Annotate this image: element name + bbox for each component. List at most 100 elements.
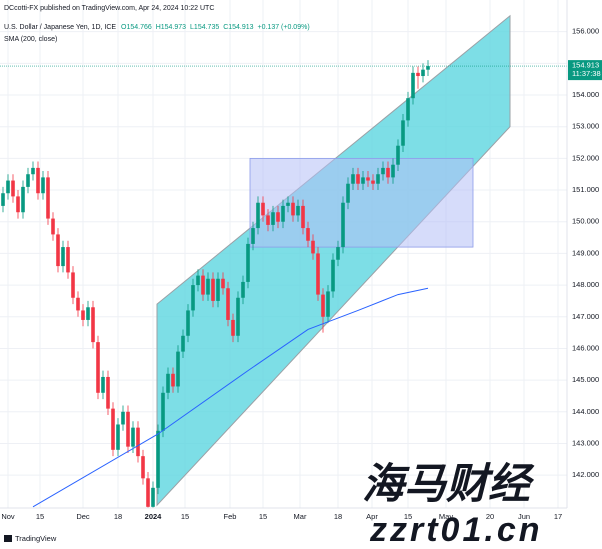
watermark: 海马财经 bbox=[362, 460, 535, 507]
y-tick-label: 148.000 bbox=[572, 280, 599, 289]
candle-body bbox=[1, 193, 5, 206]
x-tick-label: Nov bbox=[1, 512, 15, 521]
candle-body bbox=[306, 228, 310, 241]
candle-body bbox=[116, 424, 120, 450]
candle-body bbox=[131, 427, 135, 447]
candle-body bbox=[111, 408, 115, 450]
candle-body bbox=[61, 247, 65, 267]
candle-body bbox=[211, 278, 215, 301]
y-tick-label: 149.000 bbox=[572, 248, 599, 257]
axes: 142.000 143.000 144.000 145.000 146.000 147.0… bbox=[1, 27, 602, 521]
candle-body bbox=[256, 202, 260, 229]
candle-body bbox=[106, 376, 110, 409]
ohlc-low: L154.735 bbox=[190, 24, 219, 31]
candle-body bbox=[341, 202, 345, 248]
candle-body bbox=[251, 228, 255, 244]
candle-body bbox=[276, 212, 280, 222]
watermark: zzrt01.cn bbox=[369, 511, 543, 549]
candle-body bbox=[41, 177, 45, 194]
candle-body bbox=[71, 272, 75, 298]
ohlc-high: H154.973 bbox=[156, 24, 186, 31]
x-tick-label: 15 bbox=[259, 512, 267, 521]
candle-body bbox=[376, 174, 380, 184]
candle-body bbox=[281, 205, 285, 222]
candle-body bbox=[91, 307, 95, 343]
candle-body bbox=[236, 297, 240, 336]
x-tick-label: Jun bbox=[518, 512, 530, 521]
candle-body bbox=[356, 174, 360, 184]
candle-body bbox=[101, 376, 105, 393]
x-tick-label: Feb bbox=[224, 512, 237, 521]
x-tick-label: 18 bbox=[334, 512, 342, 521]
ohlc-close: C154.913 bbox=[223, 24, 253, 31]
logo bbox=[4, 535, 12, 542]
candle-body bbox=[206, 278, 210, 295]
candle-body bbox=[81, 310, 85, 320]
candle-body bbox=[311, 240, 315, 254]
price-axis-bg bbox=[567, 0, 602, 549]
candle-body bbox=[191, 285, 195, 311]
symbol-line: U.S. Dollar / Japanese Yen, 1D, ICE O154… bbox=[4, 24, 310, 31]
candle-body bbox=[56, 234, 60, 267]
y-tick-label: 151.000 bbox=[572, 185, 599, 194]
candle-body bbox=[366, 177, 370, 181]
x-tick-label: 15 bbox=[181, 512, 189, 521]
candle-body bbox=[391, 164, 395, 178]
candle-body bbox=[396, 145, 400, 165]
y-tick-label: 146.000 bbox=[572, 343, 599, 352]
candle-body bbox=[426, 66, 430, 70]
candle-body bbox=[156, 430, 160, 488]
candle-body bbox=[31, 167, 35, 175]
x-tick-label: Dec bbox=[76, 512, 90, 521]
x-tick-label: 2024 bbox=[145, 512, 163, 521]
candle-body bbox=[386, 167, 390, 178]
x-tick-label: 15 bbox=[404, 512, 412, 521]
candle-body bbox=[336, 247, 340, 260]
countdown: 11:37:38 bbox=[572, 69, 601, 78]
time-axis-bg bbox=[0, 508, 567, 549]
ohlc-change: +0.137 (+0.09%) bbox=[258, 24, 310, 31]
candle-body bbox=[151, 487, 155, 507]
candle-body bbox=[96, 342, 100, 393]
candle-body bbox=[11, 180, 15, 197]
candle-body bbox=[226, 288, 230, 320]
candle-body bbox=[231, 319, 235, 336]
x-tick-label: Mar bbox=[294, 512, 307, 521]
candle-body bbox=[411, 72, 415, 99]
candle-body bbox=[51, 218, 55, 235]
candle-body bbox=[241, 281, 245, 298]
candle-body bbox=[46, 177, 50, 219]
candle-body bbox=[296, 205, 300, 216]
candle-body bbox=[141, 456, 145, 479]
candle-body bbox=[271, 212, 275, 225]
candle-body bbox=[351, 174, 355, 184]
range-box bbox=[249, 157, 474, 248]
candle-body bbox=[176, 351, 180, 387]
x-tick-label: 20 bbox=[486, 512, 494, 521]
x-tick-label: 15 bbox=[36, 512, 44, 521]
last-price-label: 154.913 bbox=[572, 61, 599, 70]
y-tick-label: 145.000 bbox=[572, 375, 599, 384]
plot bbox=[0, 60, 567, 514]
last-price-tag bbox=[568, 60, 602, 81]
y-tick-label: 142.000 bbox=[572, 470, 599, 479]
candle-body bbox=[36, 167, 40, 194]
symbol: U.S. Dollar / Japanese Yen, 1D, ICE bbox=[4, 24, 116, 31]
sma-line bbox=[32, 287, 429, 508]
y-tick-label: 152.000 bbox=[572, 153, 599, 162]
y-tick-label: 150.000 bbox=[572, 217, 599, 226]
y-tick-label: 144.000 bbox=[572, 407, 599, 416]
y-tick-label: 154.000 bbox=[572, 90, 599, 99]
x-tick-label: 18 bbox=[114, 512, 122, 521]
candle-body bbox=[316, 253, 320, 295]
candle-body bbox=[221, 278, 225, 289]
candle-body bbox=[166, 373, 170, 393]
candle-body bbox=[146, 478, 150, 507]
candle-body bbox=[321, 294, 325, 317]
ohlc-open: O154.766 bbox=[121, 24, 152, 31]
candle-body bbox=[291, 202, 295, 216]
candle-body bbox=[301, 205, 305, 229]
candle-body bbox=[121, 411, 125, 425]
candle-body bbox=[186, 310, 190, 336]
